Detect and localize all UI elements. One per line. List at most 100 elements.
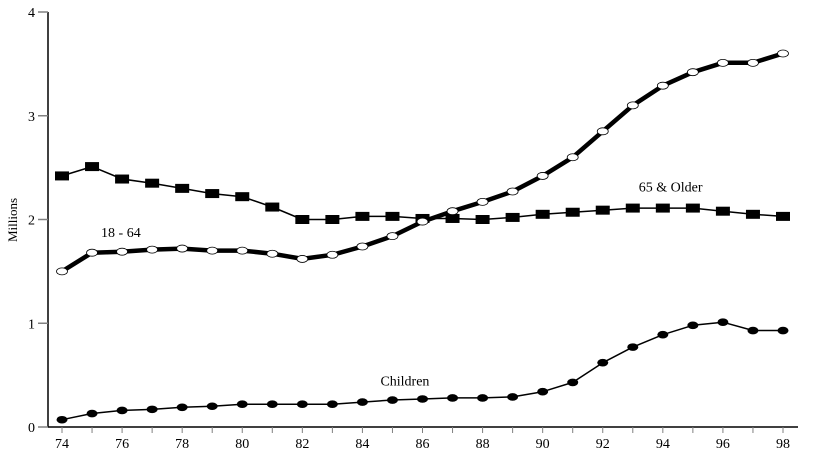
open-circle-marker-icon bbox=[717, 58, 729, 67]
series-18-64 bbox=[56, 49, 789, 276]
filled-circle-marker-icon bbox=[657, 330, 669, 339]
filled-circle-marker-icon bbox=[56, 415, 68, 424]
square-marker-icon bbox=[145, 178, 160, 188]
open-circle-marker-icon bbox=[566, 153, 579, 162]
square-marker-icon bbox=[295, 215, 310, 224]
y-axis-label: Millions bbox=[5, 198, 20, 242]
filled-circle-marker-icon bbox=[567, 378, 579, 387]
open-circle-marker-icon bbox=[176, 244, 189, 253]
filled-circle-marker-icon bbox=[687, 321, 699, 330]
square-marker-icon bbox=[475, 215, 490, 224]
x-tick-label: 86 bbox=[416, 437, 430, 452]
square-marker-icon bbox=[625, 203, 640, 213]
series-children bbox=[56, 318, 789, 424]
x-tick-label: 90 bbox=[536, 437, 550, 452]
open-circle-marker-icon bbox=[266, 249, 279, 258]
open-circle-marker-icon bbox=[626, 101, 639, 110]
square-marker-icon bbox=[505, 212, 520, 222]
open-circle-marker-icon bbox=[476, 197, 489, 206]
open-circle-marker-icon bbox=[86, 248, 98, 257]
open-circle-marker-icon bbox=[747, 58, 759, 67]
x-tick-label: 82 bbox=[295, 437, 309, 452]
filled-circle-marker-icon bbox=[537, 387, 549, 396]
open-circle-marker-icon bbox=[116, 247, 128, 256]
square-marker-icon bbox=[745, 209, 760, 219]
series-label: 18 - 64 bbox=[101, 226, 141, 241]
filled-circle-marker-icon bbox=[236, 400, 248, 408]
square-marker-icon bbox=[115, 174, 130, 184]
filled-circle-marker-icon bbox=[266, 400, 278, 408]
open-circle-marker-icon bbox=[236, 246, 249, 255]
open-circle-marker-icon bbox=[146, 245, 159, 254]
filled-circle-marker-icon bbox=[447, 394, 459, 402]
filled-circle-marker-icon bbox=[86, 409, 98, 418]
x-tick-label: 94 bbox=[656, 437, 670, 452]
filled-circle-marker-icon bbox=[627, 343, 639, 351]
square-marker-icon bbox=[55, 171, 69, 181]
filled-circle-marker-icon bbox=[146, 405, 158, 414]
open-circle-marker-icon bbox=[506, 187, 519, 196]
y-tick-label: 4 bbox=[28, 6, 35, 21]
filled-circle-marker-icon bbox=[206, 402, 218, 411]
square-marker-icon bbox=[776, 211, 790, 221]
open-circle-marker-icon bbox=[777, 49, 789, 58]
filled-circle-marker-icon bbox=[176, 403, 188, 412]
x-tick-label: 84 bbox=[355, 437, 369, 452]
series-line bbox=[61, 321, 783, 421]
filled-circle-marker-icon bbox=[417, 395, 428, 403]
open-circle-marker-icon bbox=[326, 250, 339, 259]
x-tick-label: 76 bbox=[115, 437, 129, 452]
open-circle-marker-icon bbox=[416, 217, 429, 226]
open-circle-marker-icon bbox=[536, 172, 549, 180]
square-marker-icon bbox=[535, 209, 550, 219]
square-marker-icon bbox=[205, 189, 220, 199]
open-circle-marker-icon bbox=[446, 207, 459, 216]
square-marker-icon bbox=[325, 215, 340, 224]
labels-layer: 65 & Older 18 - 64 Children bbox=[101, 180, 703, 389]
y-tick-label: 1 bbox=[28, 317, 35, 332]
x-tick-label: 80 bbox=[235, 437, 249, 452]
open-circle-marker-icon bbox=[356, 242, 369, 251]
series-label: Children bbox=[380, 375, 429, 390]
x-tick-label: 92 bbox=[596, 437, 610, 452]
filled-circle-marker-icon bbox=[477, 394, 489, 402]
filled-circle-marker-icon bbox=[116, 406, 128, 415]
square-marker-icon bbox=[85, 162, 100, 172]
square-marker-icon bbox=[385, 211, 400, 221]
filled-circle-marker-icon bbox=[296, 400, 308, 408]
square-marker-icon bbox=[655, 203, 670, 213]
square-marker-icon bbox=[445, 213, 460, 223]
x-tick-label: 96 bbox=[716, 437, 730, 452]
x-tick-label: 88 bbox=[476, 437, 490, 452]
filled-circle-marker-icon bbox=[326, 400, 338, 408]
y-tick-label: 0 bbox=[28, 421, 35, 436]
square-marker-icon bbox=[175, 183, 190, 193]
x-tick-label: 74 bbox=[55, 437, 69, 452]
square-marker-icon bbox=[265, 202, 280, 212]
axes: 0 1 2 3 4 74 76 78 80 82 84 86 88 90 92 94 96 98 bbox=[28, 6, 798, 452]
filled-circle-marker-icon bbox=[777, 326, 789, 335]
square-marker-icon bbox=[715, 206, 730, 216]
open-circle-marker-icon bbox=[596, 127, 609, 136]
open-circle-marker-icon bbox=[206, 246, 219, 255]
filled-circle-marker-icon bbox=[356, 398, 368, 406]
filled-circle-marker-icon bbox=[597, 358, 609, 367]
y-tick-label: 3 bbox=[28, 110, 35, 125]
y-tick-label: 2 bbox=[28, 214, 35, 229]
square-marker-icon bbox=[235, 192, 250, 202]
filled-circle-marker-icon bbox=[747, 326, 759, 335]
filled-circle-marker-icon bbox=[386, 396, 398, 404]
open-circle-marker-icon bbox=[386, 232, 399, 241]
square-marker-icon bbox=[685, 203, 700, 213]
open-circle-marker-icon bbox=[656, 81, 669, 90]
series-line bbox=[60, 51, 784, 274]
filled-circle-marker-icon bbox=[717, 318, 729, 327]
series-layer bbox=[55, 49, 790, 424]
x-tick-label: 98 bbox=[776, 437, 790, 452]
square-marker-icon bbox=[595, 205, 610, 215]
square-marker-icon bbox=[565, 207, 580, 217]
square-marker-icon bbox=[355, 211, 370, 221]
open-circle-marker-icon bbox=[296, 255, 309, 263]
open-circle-marker-icon bbox=[56, 267, 68, 276]
